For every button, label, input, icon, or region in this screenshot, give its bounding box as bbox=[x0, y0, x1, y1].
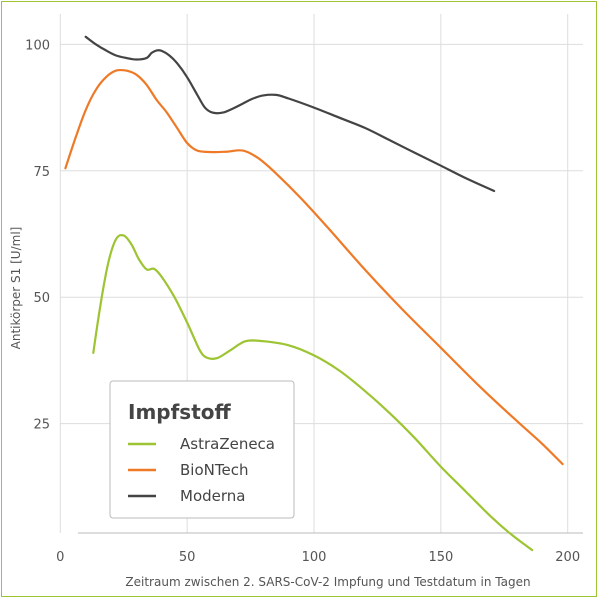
x-tick-label: 0 bbox=[56, 550, 64, 565]
legend: Impfstoff AstraZeneca BioNTech Moderna bbox=[109, 380, 295, 519]
series-lines bbox=[64, 35, 564, 552]
legend-label-astrazeneca: AstraZeneca bbox=[180, 435, 275, 453]
y-axis-title: Antikörper S1 [U/ml] bbox=[9, 227, 23, 350]
series-line-astrazeneca bbox=[92, 234, 534, 552]
x-tick-label: 200 bbox=[555, 550, 580, 565]
x-tick-label: 50 bbox=[179, 550, 196, 565]
legend-items: AstraZeneca BioNTech Moderna bbox=[128, 435, 275, 505]
x-tick-label: 150 bbox=[428, 550, 453, 565]
y-tick-labels: 25 50 75 100 bbox=[25, 38, 50, 432]
x-axis-title: Zeitraum zwischen 2. SARS-CoV-2 Impfung … bbox=[125, 575, 530, 589]
y-tick-label: 75 bbox=[33, 165, 50, 180]
x-tick-labels: 0 50 100 150 200 bbox=[56, 550, 580, 565]
grid-lines bbox=[59, 14, 583, 533]
legend-label-biontech: BioNTech bbox=[180, 461, 248, 479]
series-line-moderna bbox=[84, 35, 496, 193]
legend-title: Impfstoff bbox=[128, 400, 232, 424]
y-tick-label: 50 bbox=[33, 291, 50, 306]
series-line-biontech bbox=[64, 68, 564, 466]
legend-label-moderna: Moderna bbox=[180, 487, 245, 505]
y-tick-label: 100 bbox=[25, 38, 50, 53]
legend-box bbox=[109, 380, 295, 519]
x-tick-label: 100 bbox=[302, 550, 327, 565]
y-tick-label: 25 bbox=[33, 418, 50, 433]
